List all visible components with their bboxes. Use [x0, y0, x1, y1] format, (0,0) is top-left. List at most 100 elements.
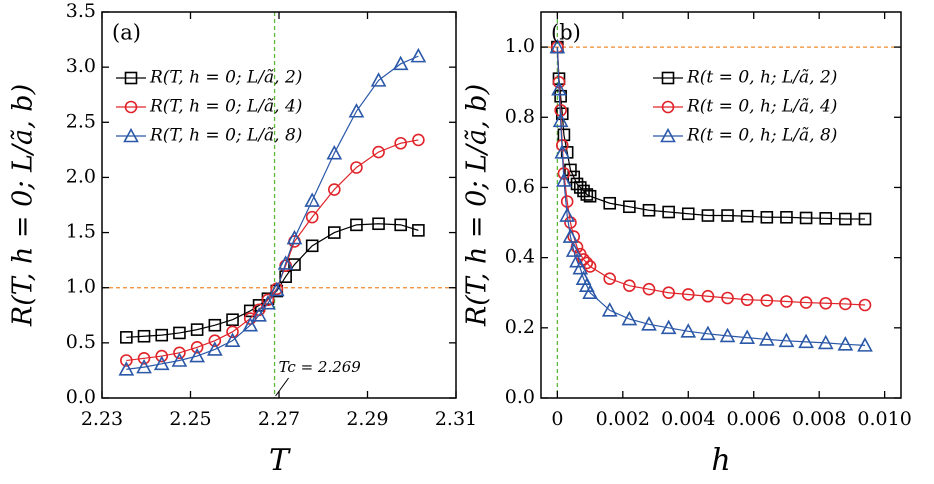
marker [304, 192, 321, 207]
x-tick-label: 0 [551, 408, 563, 430]
legend-label: R(T, h = 0; L/ã, 8) [149, 126, 302, 146]
marker [549, 38, 566, 54]
marker [559, 207, 576, 222]
marker [226, 313, 239, 326]
marker [621, 310, 638, 326]
marker [137, 351, 151, 365]
marker [120, 331, 133, 344]
y-tick-label: 2.0 [66, 165, 96, 187]
marker [660, 319, 677, 335]
panel-label: (a) [112, 21, 141, 45]
annotation: Tc = 2.269 [279, 358, 362, 376]
marker [562, 228, 579, 243]
x-tick-label: 0.010 [857, 408, 911, 430]
panel-label: (b) [551, 21, 581, 45]
marker [680, 323, 697, 338]
legend-label: R(t = 0, h; L/ã, 8) [686, 126, 837, 146]
marker [780, 210, 793, 224]
marker [394, 218, 407, 232]
marker [819, 212, 833, 225]
x-tick-label: 2.25 [169, 408, 211, 430]
marker [412, 133, 425, 147]
y-tick-label: 1.5 [66, 221, 96, 243]
marker [155, 328, 169, 342]
y-axis-label: R(T, h = 0; L/ã, b) [462, 84, 493, 327]
marker [242, 317, 259, 332]
marker [564, 163, 577, 177]
x-tick-label: 2.23 [81, 408, 123, 430]
marker [350, 218, 363, 232]
x-tick-label: 0.006 [727, 408, 781, 430]
marker [171, 352, 188, 367]
marker [642, 203, 656, 217]
marker [226, 325, 239, 339]
marker [572, 259, 589, 275]
marker [839, 212, 852, 226]
legend-label: R(t = 0, h; L/ã, 4) [686, 97, 837, 117]
y-tick-label: 2.5 [66, 110, 96, 132]
marker [839, 297, 852, 311]
marker [662, 286, 675, 300]
y-tick-label: 0.8 [505, 105, 535, 127]
marker [758, 331, 775, 346]
marker [583, 189, 597, 203]
marker [857, 337, 873, 352]
marker [190, 340, 204, 354]
plot-frame [540, 11, 902, 399]
y-tick-label: 0.0 [505, 386, 535, 408]
marker [190, 323, 204, 336]
marker [206, 341, 223, 356]
marker [372, 145, 385, 159]
marker [189, 347, 205, 363]
marker [224, 332, 241, 347]
marker [778, 332, 795, 348]
series-line [126, 139, 419, 362]
marker [372, 217, 385, 231]
x-tick-label: 0.008 [792, 408, 846, 430]
y-tick-label: 0.2 [505, 316, 535, 338]
x-tick-label: 2.31 [435, 408, 477, 430]
y-tick-label: 0.4 [505, 246, 535, 268]
y-tick-label: 0.0 [66, 386, 96, 408]
marker [552, 112, 569, 128]
marker [573, 181, 587, 194]
marker [565, 242, 582, 257]
marker [348, 103, 365, 118]
legend-marker [124, 100, 138, 114]
marker [277, 255, 294, 270]
y-axis-label: R(T, h = 0; L/ã, b) [8, 84, 39, 327]
marker [252, 299, 266, 312]
marker [701, 289, 715, 303]
marker [153, 355, 170, 371]
marker [858, 212, 872, 226]
marker [780, 295, 793, 308]
annotation-arrow [275, 377, 289, 397]
marker [137, 329, 151, 343]
marker [173, 346, 186, 360]
marker [681, 207, 695, 221]
y-tick-label: 3.0 [66, 55, 96, 77]
x-axis-label: T [269, 443, 291, 478]
marker [601, 302, 618, 317]
marker [560, 195, 574, 208]
series-line [126, 223, 419, 338]
legend-marker [123, 127, 139, 143]
marker [700, 325, 716, 341]
x-tick-label: 0.004 [661, 408, 715, 430]
marker [662, 205, 675, 219]
marker [760, 294, 774, 307]
marker [394, 136, 407, 150]
marker [260, 294, 276, 310]
marker [208, 318, 222, 332]
marker [739, 329, 756, 344]
marker [798, 333, 814, 349]
marker [392, 55, 409, 71]
marker [760, 210, 774, 224]
marker [582, 284, 598, 300]
marker [641, 316, 657, 331]
marker [551, 81, 567, 96]
y-tick-label: 1.0 [505, 35, 535, 57]
marker [136, 358, 152, 374]
marker [642, 282, 656, 296]
marker [570, 177, 584, 191]
